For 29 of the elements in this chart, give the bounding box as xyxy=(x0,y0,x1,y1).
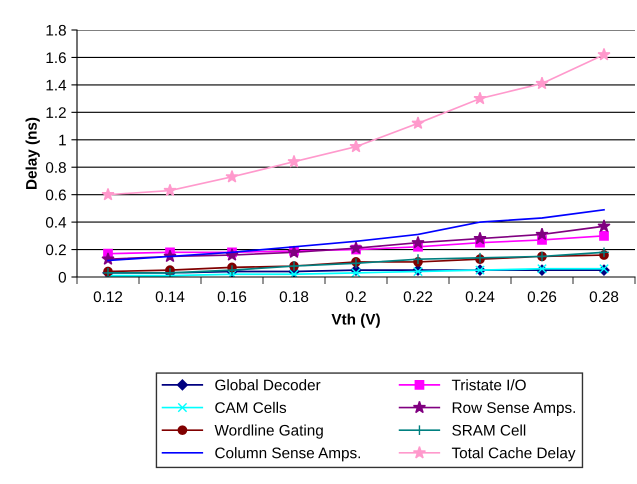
x-tick-label: 0.24 xyxy=(466,291,494,302)
y-tick-label: 1 xyxy=(59,134,66,146)
x-tick-label: 0.26 xyxy=(528,291,556,302)
y-tick-label: 1.2 xyxy=(46,107,66,118)
legend-label: SRAM Cell xyxy=(452,424,526,436)
legend-label: Wordline Gating xyxy=(214,424,323,439)
y-tick-label: 0.4 xyxy=(46,216,66,228)
y-tick-label: 0 xyxy=(58,272,66,283)
y-tick-label: 0.8 xyxy=(46,162,66,173)
x-tick-label: 0.28 xyxy=(590,291,618,302)
x-tick-label: 0.2 xyxy=(346,291,366,302)
x-tick-label: 0.22 xyxy=(404,291,432,302)
x-tick-label: 0.12 xyxy=(94,291,122,302)
legend-label: CAM Cells xyxy=(215,402,286,414)
y-tick-label: 1.4 xyxy=(46,80,66,90)
y-tick-label: 0.6 xyxy=(46,190,66,200)
x-tick-label: 0.16 xyxy=(218,291,246,302)
y-tick-label: 0.2 xyxy=(46,244,66,256)
legend-label: Column Sense Amps. xyxy=(215,447,360,462)
y-axis-title: Delay (ns) xyxy=(26,118,40,189)
x-tick-label: 0.14 xyxy=(156,291,184,302)
x-axis-title: Vth (V) xyxy=(331,313,380,328)
legend-label: Row Sense Amps. xyxy=(452,402,575,416)
legend-label: Global Decoder xyxy=(215,379,320,390)
y-tick-label: 1.8 xyxy=(46,24,66,36)
y-tick-label: 1.6 xyxy=(46,52,66,64)
legend-label: Total Cache Delay xyxy=(452,447,576,462)
x-tick-label: 0.18 xyxy=(280,291,308,302)
legend-label: Tristate I/O xyxy=(452,379,526,390)
